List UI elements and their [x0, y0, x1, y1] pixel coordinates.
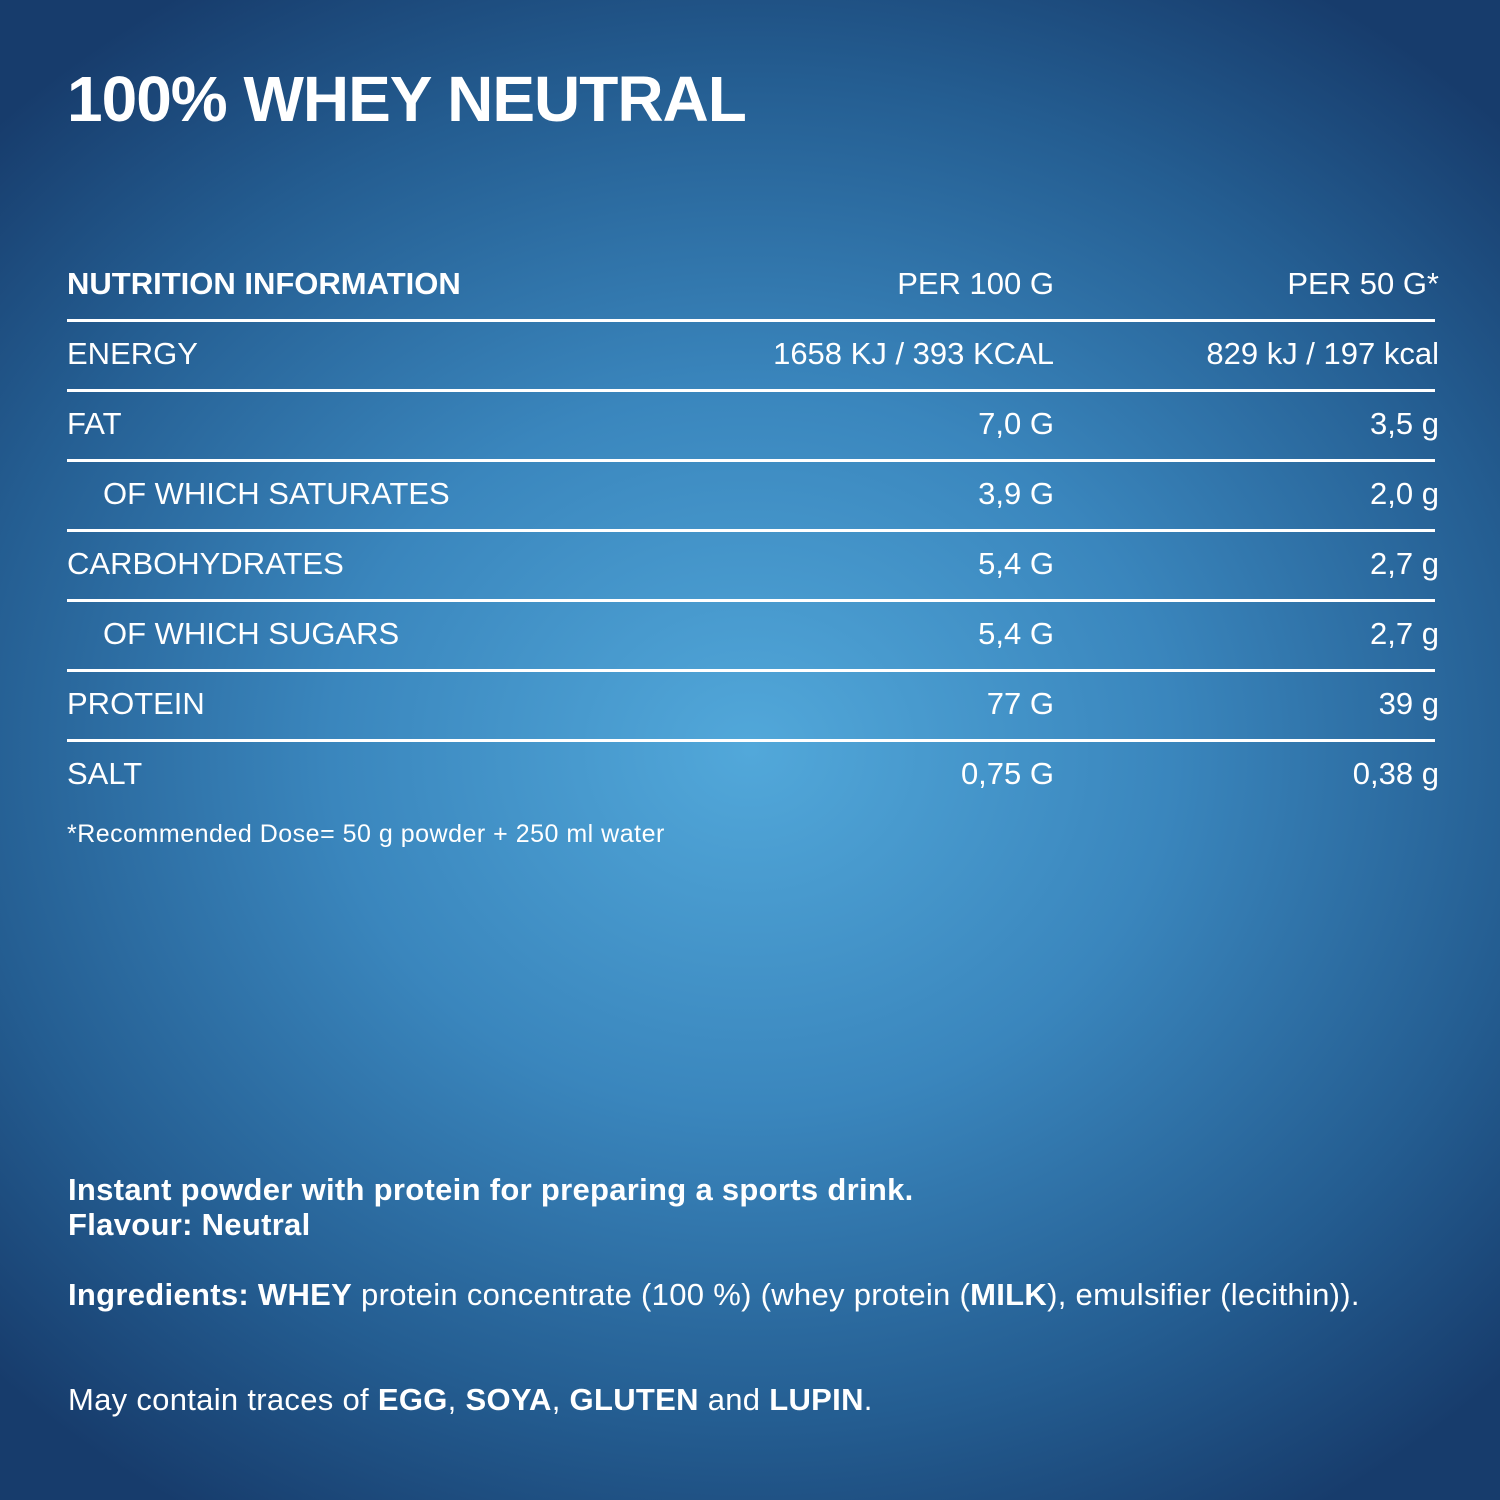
ingredients: Ingredients: WHEY protein concentrate (1… [68, 1277, 1408, 1312]
traces-segment: LUPIN [769, 1382, 864, 1417]
traces-segment: SOYA [465, 1382, 552, 1417]
nutrient-value: 77 G [986, 686, 1054, 721]
row-divider [67, 319, 1435, 322]
nutrient-value: 1658 KJ / 393 KCAL [773, 336, 1054, 371]
traces-segment: GLUTEN [569, 1382, 699, 1417]
nutrient-label: CARBOHYDRATES [67, 546, 344, 581]
traces-segment: . [863, 1382, 873, 1417]
nutrient-value: 3,9 G [978, 476, 1054, 511]
traces-segment: , [447, 1382, 466, 1417]
ingredients-segment: protein concentrate (100 %) (whey protei… [352, 1277, 971, 1312]
nutrient-value: 39 g [1378, 686, 1439, 721]
row-divider [67, 739, 1435, 742]
footnote: *Recommended Dose= 50 g powder + 250 ml … [67, 820, 665, 848]
nutrient-label: ENERGY [67, 336, 198, 371]
traces-segment: , [551, 1382, 570, 1417]
nutrient-value: 0,75 G [960, 756, 1054, 791]
nutrient-value: 3,5 g [1370, 406, 1439, 441]
nutrient-value: 829 kJ / 197 kcal [1206, 336, 1439, 371]
nutrient-value: 5,4 G [978, 546, 1054, 581]
traces-segment: May contain traces of [68, 1382, 378, 1417]
ingredients-segment: ), emulsifier (lecithin)). [1047, 1277, 1360, 1312]
ingredients-segment: Ingredients: [68, 1277, 258, 1312]
nutrient-label: FAT [67, 406, 122, 441]
nutrient-value: 2,7 g [1370, 616, 1439, 651]
ingredients-segment: WHEY [257, 1277, 353, 1312]
traces-segment: and [698, 1382, 770, 1417]
nutrient-value: 2,0 g [1370, 476, 1439, 511]
row-divider [67, 599, 1435, 602]
nutrient-value: 5,4 G [978, 616, 1054, 651]
ingredients-segment: MILK [970, 1277, 1048, 1312]
nutrient-value: 2,7 g [1370, 546, 1439, 581]
row-divider [67, 669, 1435, 672]
description-line: Instant powder with protein for preparin… [68, 1172, 914, 1207]
description: Instant powder with protein for preparin… [68, 1172, 1408, 1242]
nutrient-label: OF WHICH SUGARS [103, 616, 400, 651]
description-line: Flavour: Neutral [68, 1207, 311, 1242]
traces: May contain traces of EGG, SOYA, GLUTEN … [68, 1382, 1408, 1417]
nutrient-label: PROTEIN [67, 686, 205, 721]
row-divider [67, 529, 1435, 532]
nutrient-label: SALT [67, 756, 143, 791]
table-header: NUTRITION INFORMATION [67, 266, 461, 301]
row-divider [67, 389, 1435, 392]
row-divider [67, 459, 1435, 462]
table-header: PER 50 G* [1287, 266, 1439, 301]
table-header: PER 100 G [897, 266, 1054, 301]
page-title: 100% WHEY NEUTRAL [67, 63, 747, 135]
nutrient-value: 0,38 g [1352, 756, 1439, 791]
traces-segment: EGG [377, 1382, 448, 1417]
nutrient-value: 7,0 G [978, 406, 1054, 441]
nutrient-label: OF WHICH SATURATES [103, 476, 450, 511]
